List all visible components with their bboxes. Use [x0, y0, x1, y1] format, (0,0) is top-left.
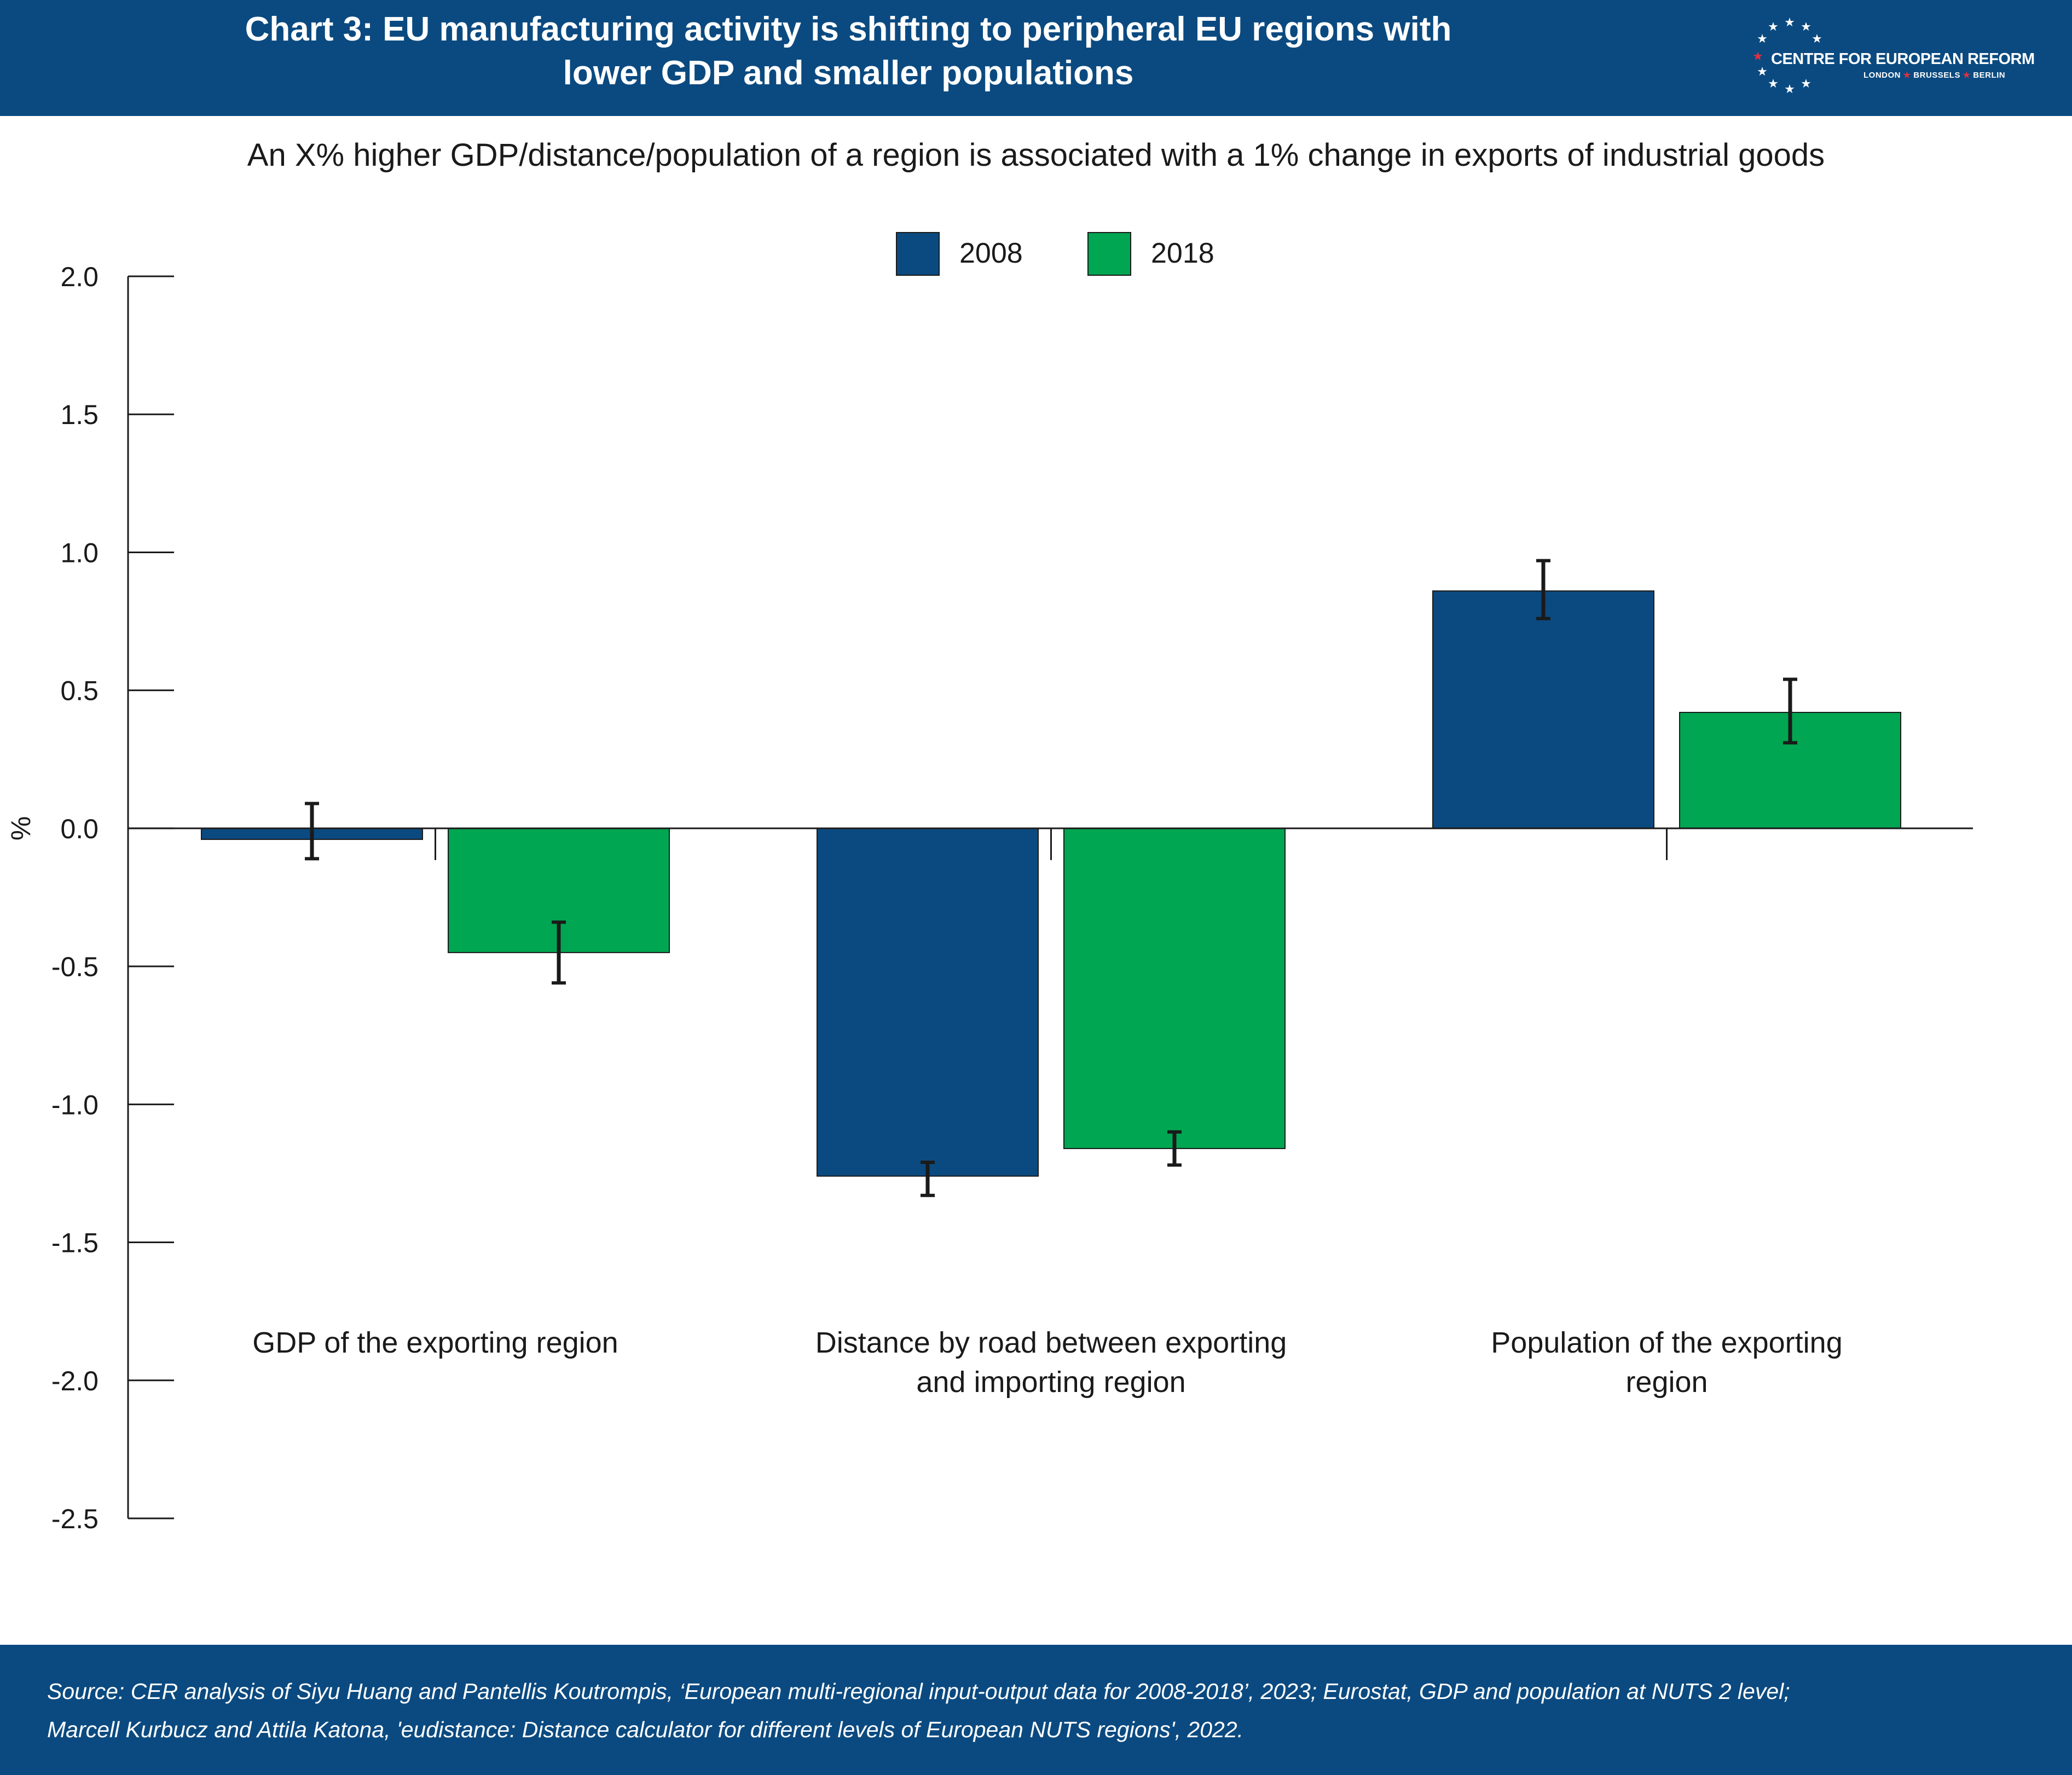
svg-text:★: ★	[1768, 20, 1779, 34]
cer-logo: ★ ★ ★ ★ ★ ★ ★ ★ ★ ★ CENTRE FOR EUROPEAN …	[1751, 11, 2058, 104]
bar-2018-1	[1063, 827, 1286, 1150]
y-tick-label: -1.0	[51, 1089, 99, 1120]
bar-chart: 2.0 1.5 1.0 0.5 0.0 -0.5 -1.0 -1.5 -2.0 -2.5% GDP …	[5, 232, 1973, 1534]
legend-label-2008: 2008	[959, 237, 1023, 269]
bar-2008-1	[817, 827, 1039, 1177]
svg-text:★: ★	[1801, 77, 1811, 91]
y-axis-label: %	[5, 816, 36, 840]
logo-city-separator-icon: ★	[1903, 71, 1911, 80]
svg-text:★: ★	[1801, 20, 1811, 34]
svg-text:★: ★	[1768, 77, 1779, 91]
y-tick-label: 1.5	[60, 399, 99, 430]
chart-subtitle: An X% higher GDP/distance/population of …	[247, 137, 1825, 173]
y-tick-label: -2.5	[51, 1504, 99, 1534]
legend-swatch-2018	[1087, 232, 1131, 276]
legend-label-2018: 2018	[1151, 237, 1214, 269]
svg-text:★: ★	[1784, 83, 1795, 96]
x-category-label: GDP of the exporting region	[252, 1326, 618, 1359]
logo-city-london: LONDON	[1863, 71, 1901, 80]
bar-2008-2	[1432, 590, 1654, 829]
x-category-label: Population of the exporting	[1491, 1326, 1842, 1359]
x-category-label: Distance by road between exporting	[815, 1326, 1287, 1359]
svg-text:★: ★	[1757, 65, 1768, 79]
x-category-label: and importing region	[916, 1366, 1185, 1399]
y-tick-label: -1.5	[51, 1228, 99, 1258]
header-banner: Chart 3: EU manufacturing activity is sh…	[0, 0, 2072, 116]
svg-text:★: ★	[1752, 50, 1763, 63]
svg-text:★: ★	[1811, 32, 1822, 46]
chart-title: Chart 3: EU manufacturing activity is sh…	[219, 8, 1478, 95]
footer-banner: Source: CER analysis of Siyu Huang and P…	[0, 1645, 2072, 1775]
logo-city-berlin: BERLIN	[1973, 71, 2006, 80]
logo-city-separator-icon: ★	[1963, 71, 1971, 80]
legend-swatch-2008	[896, 232, 940, 276]
svg-text:★: ★	[1757, 32, 1768, 46]
source-line-1: Source: CER analysis of Siyu Huang and P…	[47, 1679, 1790, 1704]
logo-cities: LONDON ★ BRUSSELS ★ BERLIN	[1863, 70, 2005, 80]
svg-text:★: ★	[1784, 16, 1795, 30]
x-category-label: region	[1625, 1366, 1708, 1399]
chart-title-line-1: Chart 3: EU manufacturing activity is sh…	[245, 10, 1452, 48]
logo-city-brussels: BRUSSELS	[1913, 71, 1960, 80]
y-tick-label: -2.0	[51, 1366, 99, 1396]
eu-stars-icon: ★ ★ ★ ★ ★ ★ ★ ★ ★ ★	[1752, 16, 1822, 96]
y-tick-label: 1.0	[60, 537, 99, 568]
chart-title-line-2: lower GDP and smaller populations	[563, 54, 1134, 92]
y-tick-label: 2.0	[60, 262, 99, 292]
y-tick-label: -0.5	[51, 952, 99, 982]
source-note: Source: CER analysis of Siyu Huang and P…	[47, 1672, 2039, 1749]
y-tick-label: 0.0	[60, 814, 99, 844]
source-line-2: Marcell Kurbucz and Attila Katona, 'eudi…	[47, 1717, 1244, 1742]
logo-name: CENTRE FOR EUROPEAN REFORM	[1771, 50, 2035, 68]
y-tick-label: 0.5	[60, 676, 99, 706]
